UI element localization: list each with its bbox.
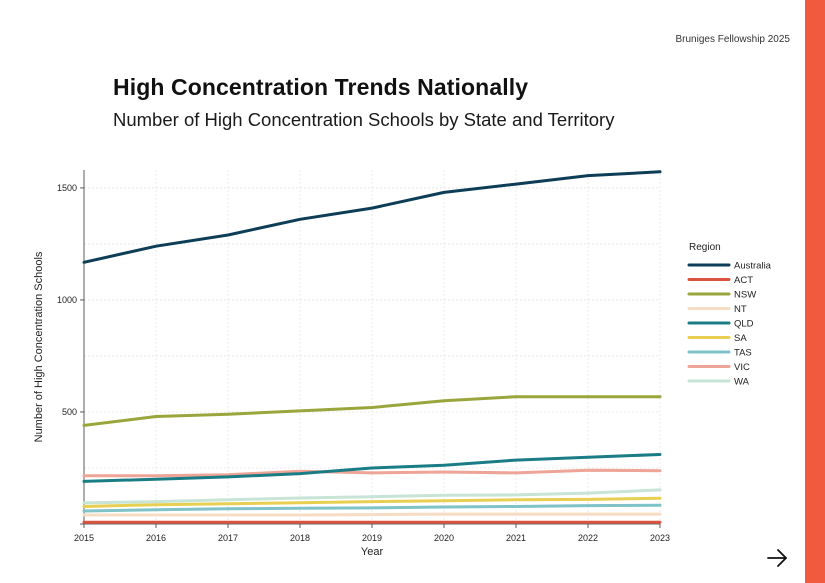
legend-label-tas: TAS xyxy=(734,348,752,359)
legend-title: Region xyxy=(689,242,721,253)
x-tick-label: 2018 xyxy=(290,533,310,543)
series-line-australia xyxy=(82,170,662,264)
arrow-right-icon xyxy=(767,549,787,567)
x-tick-label: 2022 xyxy=(578,533,598,543)
axis-layer: 500 1000 1500 2015 2016 2017 2018 2019 2020 2021 2… xyxy=(33,170,670,558)
legend-label-qld: QLD xyxy=(734,319,754,330)
series-line-tas xyxy=(82,503,662,513)
series-line-sa xyxy=(82,496,662,508)
series-line-nt xyxy=(82,512,662,517)
y-tick-label: 500 xyxy=(62,407,77,417)
accent-bar xyxy=(805,0,825,583)
x-tick-label: 2021 xyxy=(506,533,526,543)
y-tick-label: 1000 xyxy=(57,295,77,305)
x-tick-label: 2023 xyxy=(650,533,670,543)
page-title: High Concentration Trends Nationally xyxy=(113,74,529,100)
next-slide-button[interactable] xyxy=(764,544,792,572)
x-tick-label: 2016 xyxy=(146,533,166,543)
header-note: Bruniges Fellowship 2025 xyxy=(675,34,790,45)
legend-label-vic: VIC xyxy=(734,362,750,373)
x-tick-label: 2020 xyxy=(434,533,454,543)
legend-label-nsw: NSW xyxy=(734,290,756,301)
page-subtitle: Number of High Concentration Schools by … xyxy=(113,109,615,130)
series-line-wa xyxy=(82,488,662,505)
x-tick-label: 2017 xyxy=(218,533,238,543)
y-tick-label: 1500 xyxy=(57,183,77,193)
series-line-nsw xyxy=(82,395,662,427)
x-axis-title: Year xyxy=(361,546,384,558)
y-axis-title: Number of High Concentration Schools xyxy=(33,251,45,442)
series-line-qld xyxy=(82,453,662,483)
x-tick-label: 2019 xyxy=(362,533,382,543)
legend-label-sa: SA xyxy=(734,333,747,344)
legend: Region Australia ACT NSW NT QLD SA TAS VIC WA xyxy=(687,242,772,388)
series-layer xyxy=(82,170,662,524)
legend-label-wa: WA xyxy=(734,377,750,388)
legend-label-act: ACT xyxy=(734,275,753,286)
x-tick-label: 2015 xyxy=(74,533,94,543)
grid-layer xyxy=(84,170,661,524)
series-line-vic xyxy=(82,468,662,478)
legend-label-nt: NT xyxy=(734,304,747,315)
legend-label-australia: Australia xyxy=(734,261,772,272)
